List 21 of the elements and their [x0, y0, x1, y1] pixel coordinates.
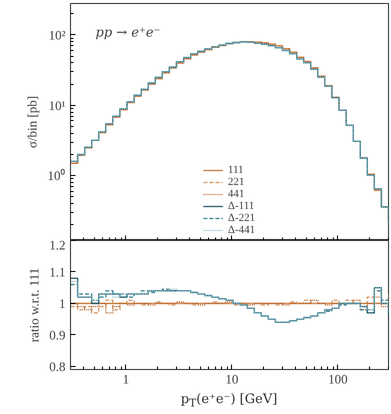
y-tick-label: 1.1 — [49, 264, 66, 280]
y-axis-title: σ/bin [pb] — [24, 96, 40, 148]
y-tick-label: 10¹ — [48, 98, 66, 113]
y-tick-label: 10⁰ — [48, 168, 66, 184]
legend-label: Δ-221 — [228, 212, 256, 224]
legend-label: Δ-111 — [228, 200, 254, 212]
x-tick-label: 10 — [225, 372, 238, 386]
y-tick-label: 1 — [59, 296, 66, 311]
y-tick-label: 0.9 — [49, 327, 66, 342]
legend-label: Δ-441 — [228, 224, 256, 236]
y-axis-title: ratio w.r.t. 111 — [26, 268, 42, 342]
x-tick-label: 1 — [122, 372, 130, 386]
y-tick-label: 10² — [48, 27, 66, 42]
x-axis-title: p$_{T}$(e⁺e⁻) [GeV] — [180, 391, 278, 412]
legend-label: 111 — [228, 164, 245, 176]
legend-label: 441 — [228, 188, 246, 200]
x-tick-label: 100 — [328, 372, 348, 386]
annotation: pp → e⁺e⁻ — [96, 26, 160, 40]
y-tick-label: 0.8 — [49, 358, 66, 374]
y-tick-label: 1.2 — [49, 238, 66, 252]
legend-label: 221 — [228, 176, 246, 188]
